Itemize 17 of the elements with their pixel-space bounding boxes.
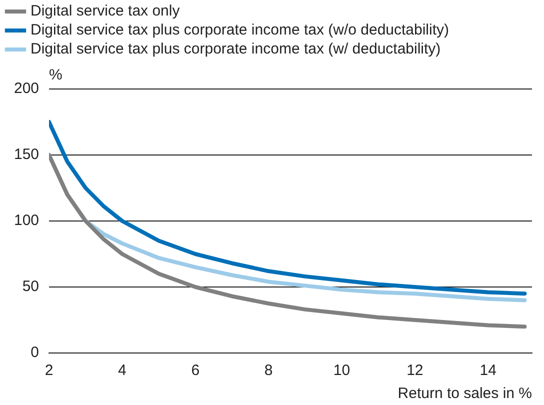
legend-label: Digital service tax plus corporate income tax (w/o deductability) [30,22,450,39]
y-tick-label: 50 [22,278,40,296]
legend-label: Digital service tax only [30,2,180,20]
x-tick-label: 4 [118,362,126,380]
x-tick-label: 10 [333,362,350,380]
y-tick-label: 150 [14,146,40,164]
x-tick-label: 6 [191,362,200,380]
x-tick-label: 12 [406,362,424,380]
y-tick-label: 200 [14,80,40,98]
x-tick-label: 8 [264,362,273,380]
x-axis-title: Return to sales in % [398,385,532,402]
y-tick-label: 100 [14,212,40,230]
x-tick-label: 14 [480,362,496,380]
y-axis-title: % [49,66,62,84]
legend-label: Digital service tax plus corporate income tax (w/ deductability) [30,40,441,58]
x-tick-label: 2 [44,362,54,380]
y-tick-label: 0 [30,344,40,362]
